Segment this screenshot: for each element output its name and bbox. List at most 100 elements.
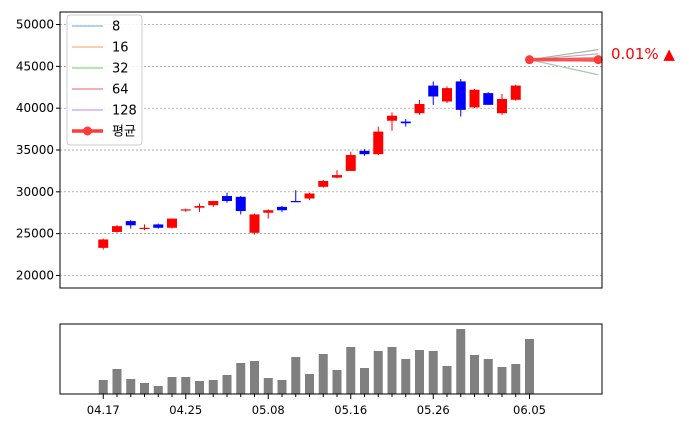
candle-body [180,209,191,211]
candle [112,225,122,233]
forecast-end-marker [593,55,603,65]
candle [194,203,205,212]
candle [167,218,177,229]
x-tick-label: 05.08 [252,403,285,417]
candle [442,86,452,104]
y-tick-label: 45000 [16,59,54,73]
y-tick-label: 50000 [16,18,54,32]
volume-bar [511,364,521,394]
candle [387,112,397,131]
candle [373,126,384,156]
change-percent-label: 0.01% ▲ [611,45,675,63]
volume-bar [140,383,149,394]
candle-body [208,201,219,206]
candle-body [442,88,452,102]
legend-label: 8 [112,20,120,35]
volume-panel: 04.17 04.25 05.08 05.16 05.26 06.05 [59,323,603,417]
volume-bar [428,351,438,394]
x-tick-label: 06.05 [513,403,546,417]
forecast-line-ma32 [529,59,599,76]
candle-body [194,206,205,208]
volume-bar [181,377,191,394]
candle [304,192,315,201]
volume-bar [291,357,301,394]
candle-body [497,98,507,114]
candle-body [387,115,397,121]
volume-bar [318,354,328,394]
x-tick-label: 05.16 [334,403,367,417]
volume-bar [442,366,452,394]
candle-body [249,214,260,233]
candle-body [428,85,439,97]
candle [249,213,260,235]
candle [400,119,411,127]
candle [359,149,370,156]
candle [332,170,342,179]
candle [180,208,191,212]
volume-bar [346,347,356,394]
candle-body [414,104,425,114]
volume-bar [401,359,411,394]
volume-bar [126,379,136,394]
volume-bar [387,347,397,394]
volume-bar [222,375,232,394]
candle-body [290,201,301,203]
candle [345,151,356,171]
candle [125,220,136,229]
candle-body [332,175,342,178]
y-tick-label: 40000 [16,101,54,115]
candle-body [483,93,494,105]
candle [469,88,480,109]
candle [277,206,287,212]
legend-marker-avg [83,126,92,136]
legend-label: 평균 [112,125,136,140]
volume-bar [470,355,479,394]
volume-bar [415,350,424,394]
candle-body [263,210,274,213]
candle-body [455,81,466,110]
legend: 8 16 32 64 128 평균 [66,14,143,146]
candle-body [304,193,315,199]
volume-bar [195,381,204,394]
candle-body [510,85,521,100]
forecast-start-marker [525,55,534,65]
legend-label: 64 [112,83,129,98]
candle-body [235,196,246,212]
y-tick-label: 30000 [16,185,54,199]
candle [139,224,150,231]
volume-bar [305,374,314,394]
volume-bar [236,363,246,394]
candle-body [98,239,109,248]
y-tick-label: 25000 [16,227,54,241]
candle-body [139,227,150,229]
volume-bar [277,380,287,394]
candle-body [167,218,177,228]
candle [263,209,274,219]
volume-bar [250,361,259,394]
candle [153,223,164,229]
candle-body [345,155,356,171]
candle [98,238,109,250]
volume-bar [525,339,534,394]
volume-bar [208,380,218,394]
candle-body [318,180,329,187]
candle [428,81,439,105]
candle [510,84,521,101]
volume-bar [373,351,383,394]
volume-bar [167,377,177,394]
candle [290,190,301,203]
y-tick-label: 35000 [16,143,54,157]
candle-body [112,226,122,232]
volume-bar [98,380,108,394]
x-tick-label: 04.25 [169,403,202,417]
y-tick-label: 20000 [16,268,54,282]
candle [497,93,507,115]
legend-label: 16 [112,41,129,56]
candle-body [222,196,232,202]
candle [222,192,232,203]
price-panel: 20000 25000 30000 35000 40000 45000 50000 [16,11,603,289]
volume-bar [263,378,273,394]
volume-frame [59,323,603,395]
